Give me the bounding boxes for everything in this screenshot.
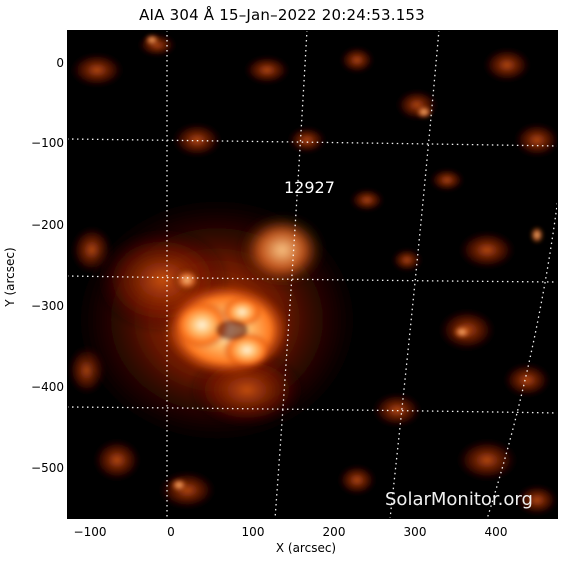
watermark-text: SolarMonitor.org [385,489,533,510]
solar-image-svg [67,30,558,519]
active-region-core [165,268,289,376]
x-tick-label: −100 [73,525,107,539]
y-tick-label: −500 [31,461,64,475]
x-tick-label: 0 [167,525,175,539]
y-tick-label: −100 [31,136,64,150]
x-tick-label: 400 [484,525,508,539]
solar-image: 12927 SolarMonitor.org [67,30,558,519]
x-tick-label: 300 [403,525,427,539]
x-tick-label: 200 [322,525,346,539]
x-axis-label: X (arcsec) [275,541,337,555]
y-tick-label: −400 [31,380,64,394]
x-tick-label: 100 [241,525,265,539]
active-region-number: 12927 [284,178,335,197]
image-title: AIA 304 Å 15–Jan–2022 20:24:53.153 [139,6,425,24]
y-axis-label: Y (arcsec) [3,247,17,307]
y-tick-label: 0 [56,56,64,70]
y-tick-label: −200 [31,218,64,232]
coordinate-grid [67,30,558,519]
y-tick-label: −300 [31,299,64,313]
bright-points [144,34,544,492]
